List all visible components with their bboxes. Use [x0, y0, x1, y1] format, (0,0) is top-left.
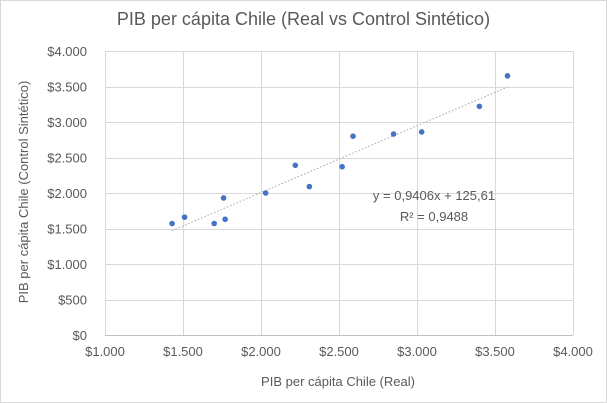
y-tick-label: $4.000 — [47, 44, 87, 59]
trendline-layer — [171, 86, 508, 232]
data-point — [211, 220, 217, 227]
x-tick-label: $3.000 — [397, 344, 437, 359]
y-tick-label: $0 — [73, 328, 87, 343]
data-point — [476, 103, 483, 110]
x-tick-label: $2.500 — [319, 344, 359, 359]
data-point — [222, 216, 228, 223]
data-point — [292, 162, 299, 169]
data-point — [181, 214, 188, 220]
data-point — [306, 183, 313, 190]
x-axis-title: PIB per cápita Chile (Real) — [261, 374, 415, 389]
data-point — [350, 133, 356, 139]
y-axis-title: PIB per cápita Chile (Control Sintético) — [16, 81, 31, 304]
y-tick-label: $2.500 — [47, 151, 87, 166]
y-tick-label: $3.000 — [47, 115, 87, 130]
data-point — [220, 195, 227, 201]
y-tick-label: $1.500 — [47, 222, 87, 237]
data-point — [504, 73, 511, 79]
y-tick-label: $500 — [58, 293, 87, 308]
data-point — [418, 129, 425, 135]
x-tick-label: $1.500 — [163, 344, 203, 359]
x-tick-label: $2.000 — [241, 344, 281, 359]
data-point — [339, 163, 345, 170]
x-tick-label: $4.000 — [553, 344, 593, 359]
data-point — [390, 131, 397, 137]
trendline-r2: R² = 0,9488 — [400, 209, 468, 224]
chart-title: PIB per cápita Chile (Real vs Control Si… — [116, 9, 491, 29]
data-point — [262, 190, 269, 196]
gridlines — [105, 51, 574, 335]
y-tick-label: $1.000 — [47, 257, 87, 272]
x-tick-label: $3.500 — [475, 344, 515, 359]
data-point — [169, 220, 175, 227]
trendline-equation: y = 0,9406x + 125,61 — [373, 188, 495, 203]
trendline — [171, 86, 508, 232]
y-tick-label: $2.000 — [47, 186, 87, 201]
y-tick-label: $3.500 — [47, 80, 87, 95]
x-tick-label: $1.000 — [85, 344, 125, 359]
data-points — [169, 73, 511, 227]
tick-labels: $1.000 $1.500 $2.000 $2.500 $3.000 $3.500 $4.0… — [47, 44, 593, 359]
